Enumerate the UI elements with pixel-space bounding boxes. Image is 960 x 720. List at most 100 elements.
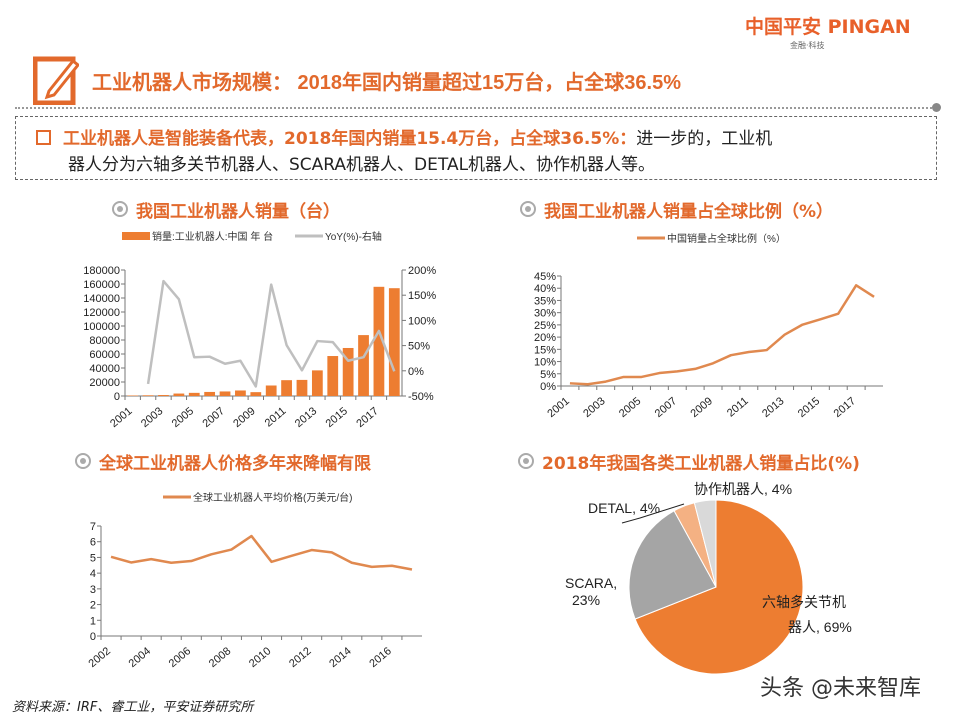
- y-tick-label: 40000: [89, 363, 120, 375]
- y-tick-label: 25%: [534, 320, 556, 332]
- y-tick-label: 7: [90, 521, 96, 533]
- legend-swatch: [122, 232, 150, 240]
- section-title-price: 全球工业机器人价格多年来降幅有限: [75, 449, 371, 474]
- y-tick-label: 15%: [534, 344, 556, 356]
- x-tick-label: 2015: [324, 405, 350, 430]
- x-tick-label: 2001: [545, 395, 571, 420]
- bar: [204, 391, 216, 396]
- page-title: 工业机器人市场规模： 2018年国内销量超过15万台，占全球36.5%: [92, 72, 682, 94]
- circle-bullet-icon: [518, 453, 534, 469]
- bar: [327, 356, 339, 396]
- y-tick-label: 140000: [83, 293, 120, 305]
- y-tick-label: 20%: [534, 332, 556, 344]
- y-tick-label: 10%: [534, 357, 556, 369]
- x-tick-label: 2004: [127, 645, 153, 670]
- section-title-share: 我国工业机器人销量占全球比例（%）: [520, 197, 833, 222]
- bar: [265, 385, 277, 396]
- y-tick-label: 80000: [89, 335, 120, 347]
- bar: [281, 380, 292, 396]
- y-tick-label: 0: [90, 631, 96, 643]
- bar: [188, 392, 200, 396]
- series-line: [569, 284, 875, 386]
- x-tick-label: 2017: [832, 395, 858, 420]
- summary-highlight: 工业机器人是智能装备代表，2018年国内销量15.4万台，占全球36.5%：: [63, 129, 637, 149]
- source-note: 资料来源：IRF、睿工业，平安证券研究所: [12, 700, 254, 715]
- legend-label: 销量:工业机器人:中国 年 台: [152, 230, 273, 243]
- circle-bullet-icon: [112, 201, 128, 217]
- divider: [15, 107, 935, 109]
- y2-tick-label: 150%: [408, 290, 436, 302]
- bar: [250, 392, 262, 396]
- x-tick-label: 2005: [170, 405, 196, 430]
- pie-slice: [628, 510, 717, 620]
- square-bullet-icon: [36, 130, 51, 145]
- bar: [342, 347, 354, 396]
- y-tick-label: 0%: [540, 381, 556, 393]
- x-tick-label: 2006: [167, 645, 193, 670]
- bar: [173, 393, 185, 396]
- bar: [219, 391, 231, 396]
- legend-label: 全球工业机器人平均价格(万美元/台): [193, 491, 352, 504]
- section-title-text: 2018年我国各类工业机器人销量占比(%): [542, 454, 860, 474]
- x-tick-label: 2011: [725, 395, 751, 419]
- legend-label: 中国销量占全球比例（%）: [667, 232, 786, 245]
- pie-leader-line: [621, 503, 685, 524]
- summary-text: 进一步的，工业机: [636, 129, 773, 149]
- x-tick-label: 2001: [108, 405, 134, 430]
- summary-line-1: 工业机器人是智能装备代表，2018年国内销量15.4万台，占全球36.5%：进一…: [36, 124, 772, 149]
- y2-tick-label: -50%: [408, 391, 434, 403]
- x-tick-label: 2002: [86, 645, 112, 670]
- summary-line-2: 器人分为六轴多关节机器人、SCARA机器人、DETAL机器人、协作机器人等。: [68, 155, 656, 175]
- x-tick-label: 2009: [689, 395, 715, 420]
- x-tick-label: 2007: [200, 405, 226, 430]
- x-tick-label: 2013: [293, 405, 319, 430]
- x-tick-label: 2012: [287, 645, 313, 670]
- x-tick-label: 2007: [653, 395, 679, 420]
- y-tick-label: 45%: [534, 271, 556, 283]
- x-tick-label: 2013: [760, 395, 786, 420]
- bar: [358, 335, 369, 396]
- section-title-text: 全球工业机器人价格多年来降幅有限: [99, 454, 371, 474]
- y-tick-label: 2: [90, 600, 96, 612]
- x-tick-label: 2014: [327, 645, 353, 670]
- x-tick-label: 2010: [247, 645, 273, 670]
- bar: [158, 395, 169, 396]
- bar: [142, 395, 154, 396]
- y-tick-label: 1: [90, 615, 96, 627]
- section-title-sales: 我国工业机器人销量（台）: [112, 197, 340, 222]
- y2-tick-label: 0%: [408, 366, 424, 378]
- x-tick-label: 2003: [139, 405, 165, 430]
- section-title-text: 我国工业机器人销量占全球比例（%）: [544, 202, 834, 222]
- summary-box: [15, 116, 937, 180]
- pie-slice: [693, 499, 717, 588]
- pie-slice: [634, 499, 804, 675]
- series-line: [110, 534, 413, 571]
- x-tick-label: 2015: [796, 395, 822, 420]
- y-tick-label: 100000: [83, 321, 120, 333]
- section-title-pie: 2018年我国各类工业机器人销量占比(%): [518, 449, 860, 474]
- x-tick-label: 2016: [367, 645, 393, 670]
- x-tick-label: 2005: [617, 395, 643, 420]
- pie-label-six-axis: 六轴多关节机: [762, 594, 846, 610]
- y2-tick-label: 200%: [408, 265, 436, 277]
- y-tick-label: 120000: [83, 307, 120, 319]
- bar: [373, 286, 385, 396]
- y-tick-label: 5%: [540, 369, 556, 381]
- divider-dot: [932, 103, 941, 112]
- y-tick-label: 0: [114, 391, 120, 403]
- x-tick-label: 2011: [263, 405, 289, 429]
- y2-tick-label: 100%: [408, 315, 436, 327]
- y-tick-label: 60000: [89, 349, 120, 361]
- pie-label-scara-cont: 23%: [572, 592, 600, 608]
- y-tick-label: 180000: [83, 265, 120, 277]
- x-tick-label: 2008: [207, 645, 233, 670]
- section-title-text: 我国工业机器人销量（台）: [136, 202, 340, 222]
- bar: [296, 379, 308, 396]
- y-tick-label: 5: [90, 552, 96, 564]
- y-tick-label: 160000: [83, 279, 120, 291]
- bar: [388, 288, 400, 396]
- y-tick-label: 40%: [534, 283, 556, 295]
- circle-bullet-icon: [520, 201, 536, 217]
- circle-bullet-icon: [75, 453, 91, 469]
